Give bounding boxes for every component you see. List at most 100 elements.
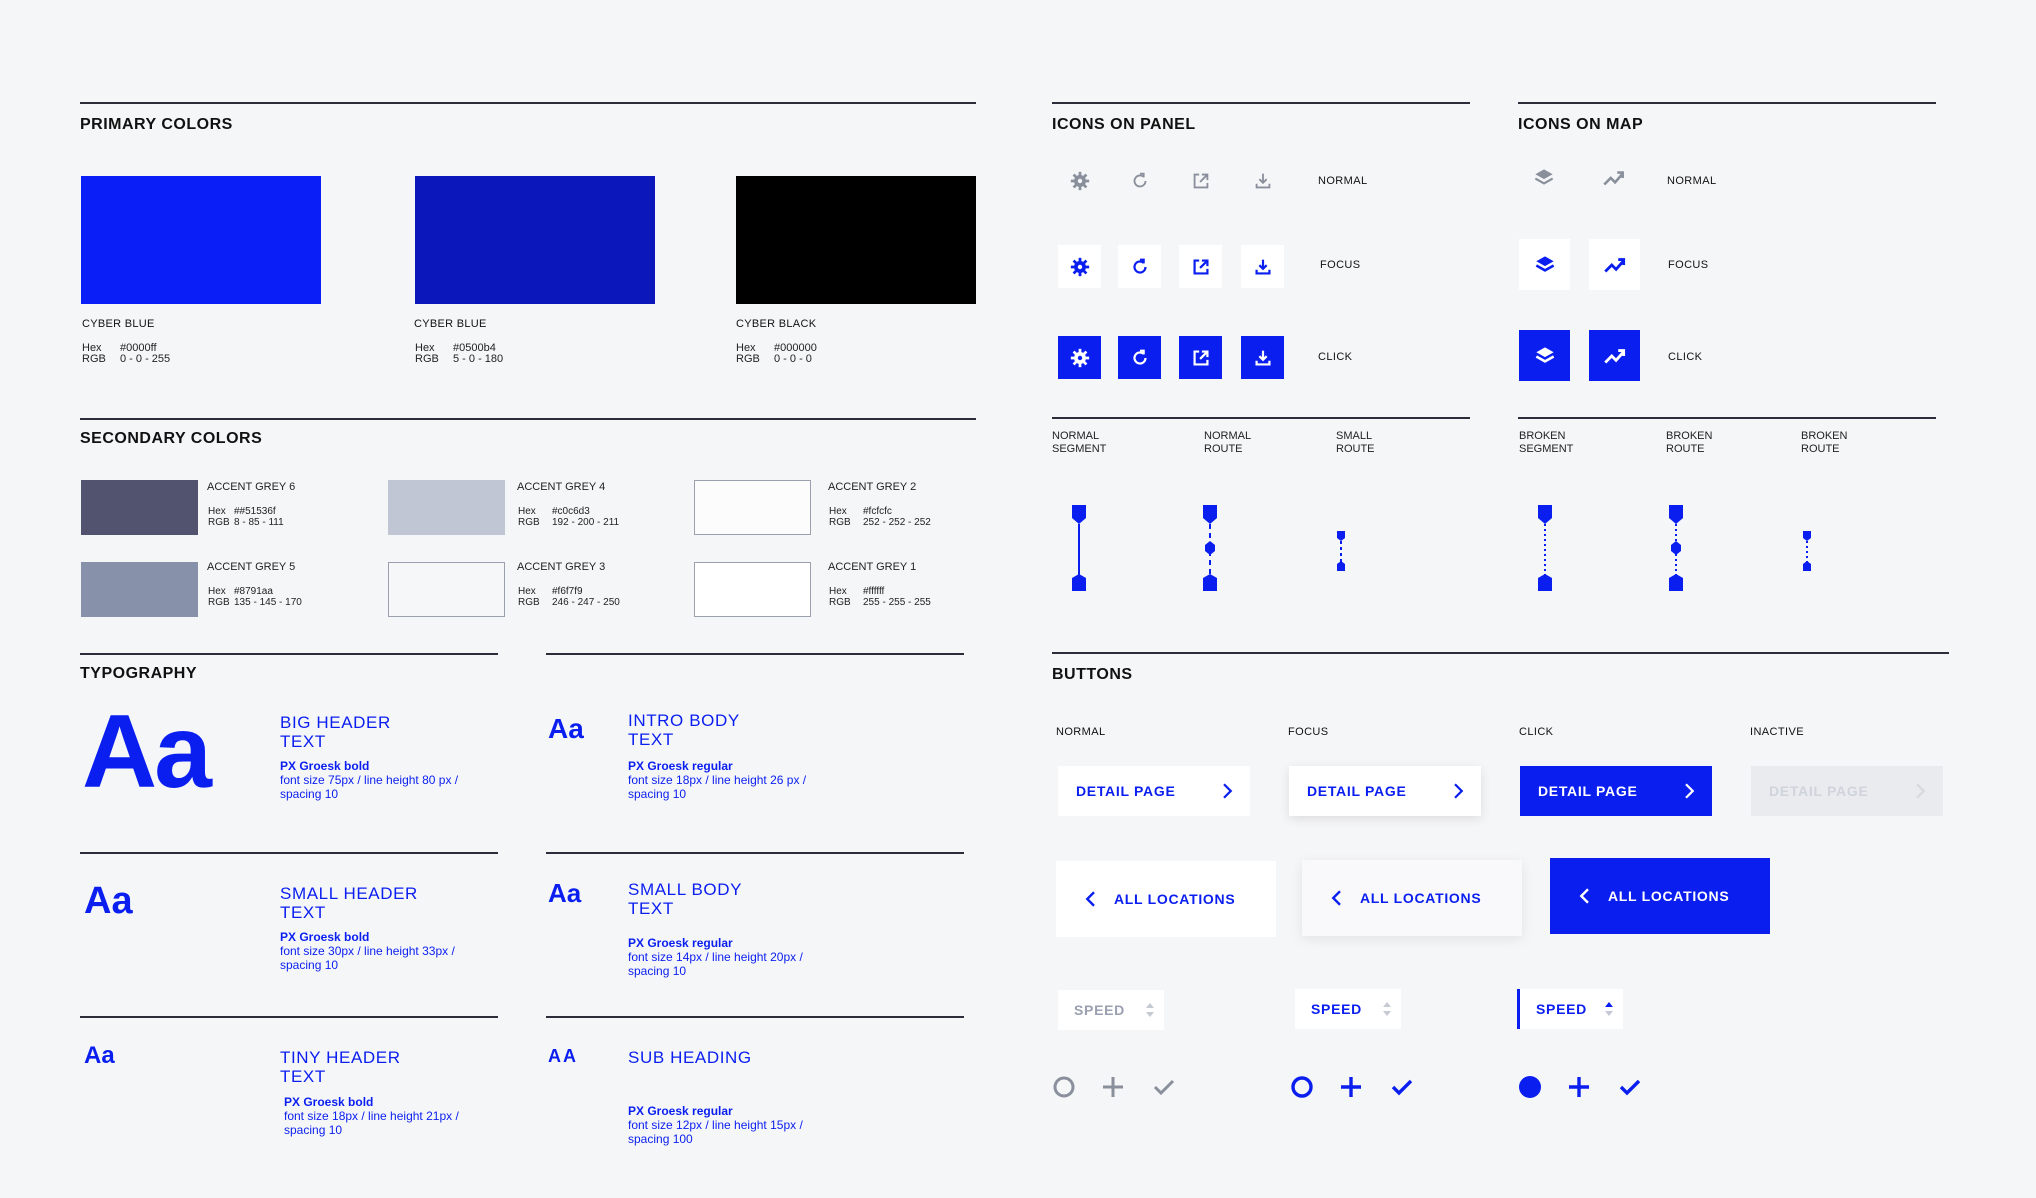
swatch-cyber-blue-dark <box>415 176 655 304</box>
external-link-icon[interactable] <box>1179 159 1222 202</box>
settings-icon[interactable] <box>1058 245 1101 288</box>
check-icon[interactable] <box>1617 1074 1643 1100</box>
state-label: INACTIVE <box>1750 726 1804 738</box>
check-icon[interactable] <box>1389 1074 1415 1100</box>
speed-stepper[interactable]: SPEED <box>1058 990 1164 1030</box>
layers-icon[interactable] <box>1519 239 1570 290</box>
radio-icon[interactable] <box>1289 1074 1315 1100</box>
swatch-name: ACCENT GREY 4 <box>517 481 606 493</box>
detail-page-button-focus[interactable]: DETAIL PAGE <box>1289 766 1481 816</box>
secondary-colors-title: SECONDARY COLORS <box>80 430 263 447</box>
plus-icon[interactable] <box>1566 1074 1592 1100</box>
external-link-icon[interactable] <box>1179 245 1222 288</box>
typography-title: TYPOGRAPHY <box>80 665 198 682</box>
speed-stepper-click[interactable]: SPEED <box>1517 989 1623 1029</box>
swatch-name: ACCENT GREY 5 <box>207 561 296 573</box>
radio-icon[interactable] <box>1051 1074 1077 1100</box>
broken-route <box>1669 505 1683 591</box>
stepper-down-icon[interactable] <box>1383 1011 1391 1016</box>
routes-divider <box>1052 417 1470 419</box>
stepper-up-icon[interactable] <box>1383 1002 1391 1007</box>
swatch-hex: Hex #ffffff <box>829 586 885 597</box>
swatch-cyber-black <box>736 176 976 304</box>
type-name: SMALL HEADER TEXT <box>280 884 418 922</box>
swatch-name: CYBER BLUE <box>82 318 155 330</box>
icons-panel-divider <box>1052 102 1470 104</box>
stepper-down-icon[interactable] <box>1605 1011 1613 1016</box>
typography-divider <box>80 653 498 655</box>
all-locations-button[interactable]: ALL LOCATIONS <box>1056 861 1276 937</box>
detail-page-button[interactable]: DETAIL PAGE <box>1058 766 1250 816</box>
layers-icon[interactable] <box>1519 330 1570 381</box>
plus-icon[interactable] <box>1100 1074 1126 1100</box>
swatch-accent-grey-4 <box>388 480 505 535</box>
speed-label: SPEED <box>1536 1001 1587 1017</box>
detail-page-label: DETAIL PAGE <box>1769 783 1869 799</box>
type-spec: PX Groesk regular font size 14px / line h… <box>628 936 803 978</box>
swatch-accent-grey-3 <box>388 562 505 617</box>
settings-icon[interactable] <box>1058 159 1101 202</box>
download-icon[interactable] <box>1241 159 1284 202</box>
state-label: FOCUS <box>1668 259 1709 271</box>
swatch-accent-grey-2 <box>694 480 811 535</box>
typography-divider <box>546 852 964 854</box>
state-label: NORMAL <box>1318 175 1368 187</box>
check-icon[interactable] <box>1151 1074 1177 1100</box>
detail-page-label: DETAIL PAGE <box>1307 783 1407 799</box>
external-link-icon[interactable] <box>1179 336 1222 379</box>
chevron-left-icon <box>1331 890 1341 906</box>
route-label: NORMAL ROUTE <box>1204 430 1252 455</box>
state-label: CLICK <box>1668 351 1703 363</box>
small-header-sample: Aa <box>84 880 133 922</box>
chevron-left-icon <box>1579 888 1589 904</box>
speed-stepper-focus[interactable]: SPEED <box>1295 989 1401 1029</box>
layers-icon[interactable] <box>1518 152 1569 203</box>
swatch-accent-grey-1 <box>694 562 811 617</box>
swatch-rgb: RGB 0 - 0 - 0 <box>736 353 812 365</box>
refresh-icon[interactable] <box>1118 336 1161 379</box>
swatch-name: ACCENT GREY 6 <box>207 481 296 493</box>
settings-icon[interactable] <box>1058 336 1101 379</box>
trend-icon[interactable] <box>1589 330 1640 381</box>
type-spec: PX Groesk regular font size 12px / line h… <box>628 1104 803 1146</box>
swatch-hex: Hex #f6f7f9 <box>518 586 583 597</box>
all-locations-label: ALL LOCATIONS <box>1114 891 1236 907</box>
download-icon[interactable] <box>1241 245 1284 288</box>
all-locations-label: ALL LOCATIONS <box>1360 890 1482 906</box>
stepper-up-icon[interactable] <box>1605 1002 1613 1007</box>
state-label: NORMAL <box>1056 726 1106 738</box>
swatch-hex: Hex #8791aa <box>208 586 273 597</box>
state-label: CLICK <box>1519 726 1554 738</box>
stepper-arrows[interactable] <box>1146 1003 1154 1017</box>
type-name: INTRO BODY TEXT <box>628 711 740 749</box>
routes-divider <box>1518 417 1936 419</box>
all-locations-button-focus[interactable]: ALL LOCATIONS <box>1302 860 1522 936</box>
download-icon[interactable] <box>1241 336 1284 379</box>
chevron-right-icon <box>1454 783 1464 799</box>
detail-page-button-click[interactable]: DETAIL PAGE <box>1520 766 1712 816</box>
trend-icon[interactable] <box>1589 239 1640 290</box>
all-locations-label: ALL LOCATIONS <box>1608 888 1730 904</box>
swatch-accent-grey-6 <box>81 480 198 535</box>
refresh-icon[interactable] <box>1118 245 1161 288</box>
stepper-arrows[interactable] <box>1383 1002 1391 1016</box>
chevron-right-icon <box>1223 783 1233 799</box>
stepper-arrows[interactable] <box>1605 1002 1613 1016</box>
stepper-down-icon[interactable] <box>1146 1012 1154 1017</box>
swatch-rgb: RGB 255 - 255 - 255 <box>829 597 931 608</box>
refresh-icon[interactable] <box>1118 159 1161 202</box>
type-name: SMALL BODY TEXT <box>628 880 743 918</box>
normal-segment-route <box>1072 505 1086 591</box>
plus-icon[interactable] <box>1338 1074 1364 1100</box>
broken-segment-route <box>1538 505 1552 591</box>
swatch-cyber-blue <box>81 176 321 304</box>
type-name: TINY HEADER TEXT <box>280 1048 401 1086</box>
all-locations-button-click[interactable]: ALL LOCATIONS <box>1550 858 1770 934</box>
swatch-hex: Hex #fcfcfc <box>829 506 892 517</box>
chevron-left-icon <box>1085 891 1095 907</box>
trend-icon[interactable] <box>1588 152 1639 203</box>
radio-selected-icon[interactable] <box>1517 1074 1543 1100</box>
swatch-rgb: RGB 8 - 85 - 111 <box>208 517 284 528</box>
stepper-up-icon[interactable] <box>1146 1003 1154 1008</box>
swatch-name: ACCENT GREY 1 <box>828 561 917 573</box>
